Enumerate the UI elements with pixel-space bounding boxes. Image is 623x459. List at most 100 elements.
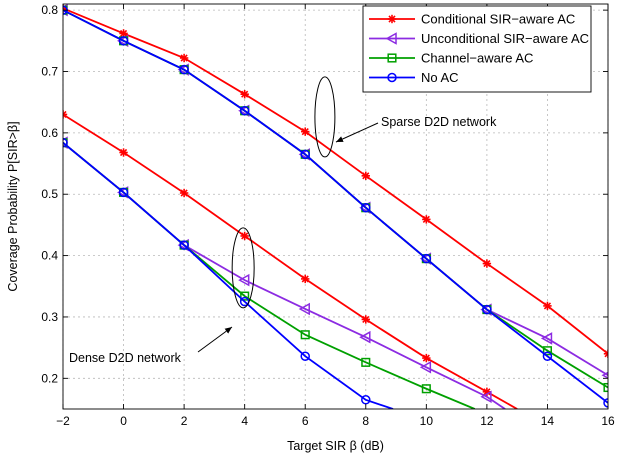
marker-star-stroke: [180, 189, 188, 197]
data-point: [421, 384, 431, 394]
series-dense-conditional-sir-aware-ac: [63, 110, 518, 409]
marker-star-stroke: [301, 128, 309, 136]
marker-star-stroke: [543, 302, 552, 310]
data-point: [240, 90, 249, 99]
data-point: [179, 240, 189, 250]
data-point: [118, 36, 129, 46]
annotations: Sparse D2D network Dense D2D network: [69, 76, 497, 365]
data-point: [543, 301, 552, 311]
marker-star-stroke: [422, 215, 430, 223]
y-tick-label: 0.6: [41, 126, 58, 140]
data-point: [300, 351, 310, 361]
marker-star-stroke: [362, 315, 370, 323]
x-axis-label: Target SIR β (dB): [287, 439, 384, 453]
y-tick-label: 0.8: [41, 3, 58, 17]
y-tick-label: 0.3: [41, 310, 58, 324]
marker-star-stroke: [119, 29, 128, 38]
dense-group-ellipse: [231, 227, 255, 309]
marker-star-stroke: [241, 90, 249, 98]
data-point: [542, 351, 553, 361]
series-line: [63, 9, 608, 404]
sparse-network-label: Sparse D2D network: [381, 115, 497, 129]
series-dense-no-ac: [63, 137, 394, 409]
plot-frame: [62, 3, 609, 410]
data-point: [118, 187, 129, 198]
dense-network-label: Dense D2D network: [69, 351, 182, 365]
legend-label: Conditional SIR−aware AC: [421, 12, 575, 27]
data-point: [119, 148, 128, 157]
x-tick-label: 8: [362, 414, 369, 428]
data-point: [300, 149, 310, 160]
x-tick-label: 6: [302, 414, 309, 428]
sparse-group-ellipse: [314, 76, 336, 158]
data-point: [601, 371, 608, 379]
x-tick-label: 16: [601, 414, 615, 428]
data-point: [482, 387, 492, 397]
data-point: [240, 231, 249, 241]
data-point: [361, 202, 371, 213]
dense-network-arrow: [197, 326, 233, 353]
y-tick-label: 0.5: [41, 187, 58, 201]
legend-label: Unconditional SIR−aware AC: [421, 31, 589, 46]
y-axis-label: Coverage Probability P[SIR>β]: [6, 121, 20, 291]
data-point: [301, 127, 310, 136]
x-tick-label: 14: [541, 414, 555, 428]
y-tick-label: 0.2: [41, 371, 58, 385]
data-point: [298, 302, 310, 316]
series-dense-channel-aware-ac: [63, 138, 476, 409]
x-tick-label: 10: [420, 414, 434, 428]
data-point: [301, 274, 310, 284]
x-tick-label: −2: [56, 414, 70, 428]
data-point: [361, 315, 370, 324]
series-line: [63, 141, 506, 409]
marker-star-stroke: [483, 259, 491, 268]
data-point: [361, 395, 371, 405]
data-point: [179, 188, 189, 198]
data-point: [240, 291, 250, 301]
data-point: [359, 330, 371, 344]
marker-star-stroke: [604, 352, 608, 358]
legend-label: No AC: [421, 70, 459, 85]
x-tick-label: 4: [241, 414, 248, 428]
data-point: [361, 357, 371, 367]
data-point: [361, 171, 370, 181]
x-tick-label: 0: [120, 414, 127, 428]
data-point: [603, 382, 608, 393]
legend-marker: [387, 14, 397, 24]
data-point: [179, 64, 189, 75]
marker-star-stroke: [301, 275, 309, 283]
data-point: [422, 215, 431, 224]
legend-marker: [387, 53, 397, 63]
data-point: [603, 398, 608, 408]
legend: Conditional SIR−aware AC Unconditional SI…: [362, 5, 592, 93]
marker-star-stroke: [241, 232, 249, 240]
data-point: [238, 273, 250, 287]
series-sparse-conditional-sir-aware-ac: [63, 4, 608, 358]
marker-star-stroke: [388, 15, 396, 23]
marker-star-stroke: [362, 172, 370, 180]
data-point: [63, 137, 68, 148]
data-point: [300, 330, 310, 340]
data-point: [419, 360, 432, 374]
data-point: [422, 353, 431, 363]
legend-entry: Conditional SIR−aware AC: [369, 12, 575, 27]
x-tick-label: 2: [181, 414, 188, 428]
grid: [62, 4, 609, 409]
legend-entry: Channel−aware AC: [369, 51, 533, 66]
data-point: [482, 304, 492, 315]
marker-star-stroke: [180, 54, 188, 62]
data-point: [179, 53, 189, 63]
marker-star-stroke: [422, 354, 430, 362]
data-point: [542, 346, 552, 356]
y-tick-label: 0.7: [41, 65, 58, 79]
marker-star-stroke: [119, 148, 128, 157]
marker-star-stroke: [483, 388, 491, 396]
plot-series: [63, 4, 608, 409]
legend-label: Channel−aware AC: [421, 51, 533, 66]
legend-entry: Unconditional SIR−aware AC: [369, 31, 589, 46]
series-line: [63, 7, 608, 355]
legend-entry: No AC: [369, 70, 459, 85]
legend-marker: [385, 32, 397, 45]
x-tick-label: 12: [480, 414, 494, 428]
